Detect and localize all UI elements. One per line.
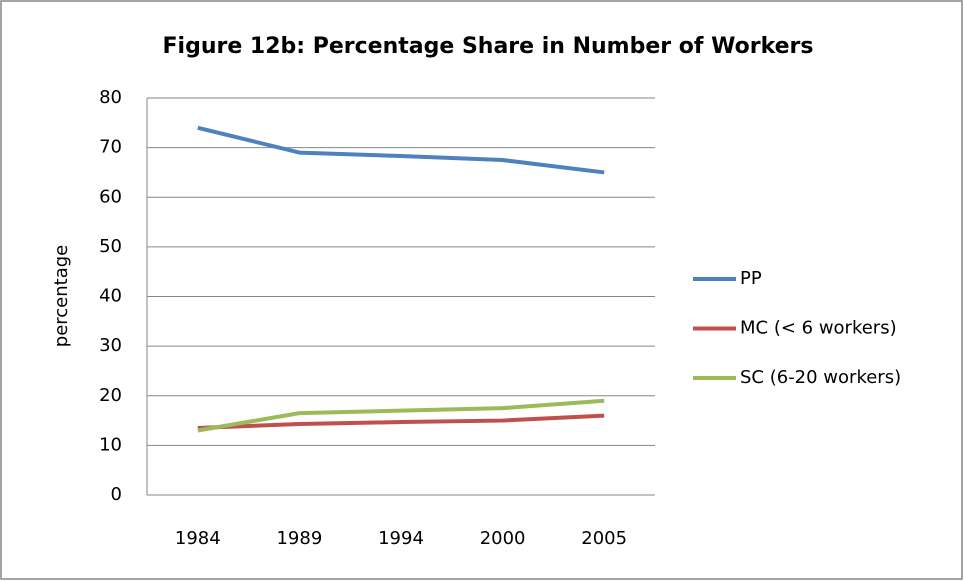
y-tick-label: 0 <box>111 484 122 505</box>
x-tick-label: 1994 <box>378 528 424 549</box>
series-line <box>197 125 605 175</box>
y-tick-label: 80 <box>99 87 122 108</box>
y-tick-label: 20 <box>99 385 122 406</box>
y-tick-label: 50 <box>99 236 122 257</box>
chart-title: Figure 12b: Percentage Share in Number o… <box>163 34 814 59</box>
x-tick-label: 1984 <box>175 528 221 549</box>
y-axis-label: percentage <box>51 245 72 347</box>
series-line <box>197 398 605 433</box>
x-tick-label: 2005 <box>581 528 627 549</box>
y-tick-label: 70 <box>99 137 122 158</box>
y-tick-label: 30 <box>99 335 122 356</box>
legend-label: SC (6-20 workers) <box>740 367 901 388</box>
legend-label: MC (< 6 workers) <box>740 318 897 339</box>
y-tick-label: 10 <box>99 434 122 455</box>
legend-label: PP <box>740 268 762 289</box>
x-tick-label: 1989 <box>276 528 322 549</box>
series-line <box>197 413 605 431</box>
y-tick-label: 60 <box>99 186 122 207</box>
y-tick-label: 40 <box>99 286 122 307</box>
x-tick-label: 2000 <box>480 528 526 549</box>
